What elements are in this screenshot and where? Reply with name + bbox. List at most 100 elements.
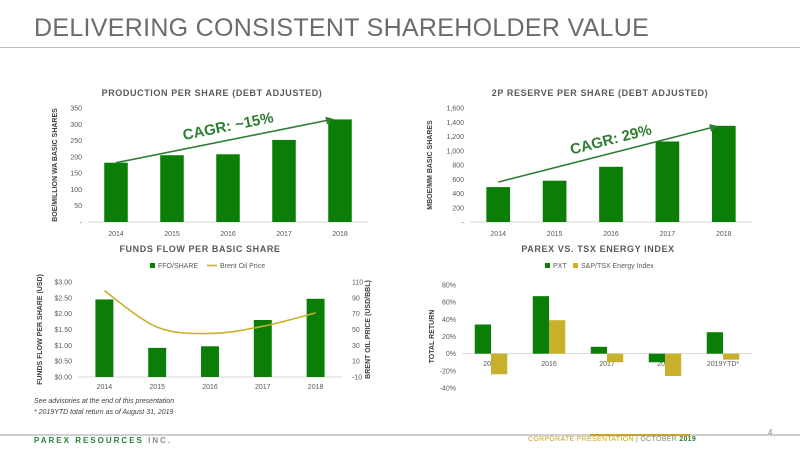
chart3-y2tick-label: 10 <box>352 359 360 366</box>
footer-divider <box>0 434 800 436</box>
chart2-xtick-label: 2014 <box>490 231 506 238</box>
chart2-ytick-label: 800 <box>452 163 464 170</box>
chart3-y2tick-label: 110 <box>352 280 363 287</box>
chart3-y2tick-label: 30 <box>352 343 360 350</box>
footnote-ytd: * 2019YTD total return as of August 31, … <box>34 409 174 416</box>
chart2-ytick-label: - <box>462 220 465 227</box>
chart1-bar <box>272 139 296 222</box>
chart2-cagr-arrow <box>498 124 718 183</box>
chart1-cagr-label: CAGR: ~15% <box>181 109 275 144</box>
chart3-ytick-label: $3.00 <box>54 280 72 287</box>
chart1-ylabel: BOE/MILLION WA BASIC SHARES <box>52 108 59 222</box>
chart2-bar <box>486 187 511 222</box>
chart1-bar <box>104 162 128 222</box>
chart2-ylabel: MBOE/MM BASIC SHARES <box>427 120 434 210</box>
chart2-xtick-label: 2017 <box>660 231 676 238</box>
presentation-year: 2019 <box>679 436 697 443</box>
chart2-ytick-label: 1,600 <box>446 106 464 113</box>
chart4-bar-pxt <box>590 346 607 354</box>
title-divider <box>0 47 800 48</box>
chart4-legend-pxt: PXT <box>553 263 567 270</box>
chart1-xtick-label: 2015 <box>164 231 180 238</box>
chart3-xtick-label: 2016 <box>202 384 218 391</box>
chart3-ytick-label: $2.00 <box>54 311 72 318</box>
brand-name: PAREX RESOURCES <box>34 436 144 445</box>
chart2-ytick-label: 1,000 <box>446 148 464 155</box>
chart4-xtick-label: 2016 <box>541 361 557 368</box>
chart1-ytick-label: 100 <box>70 187 82 194</box>
chart1-bar <box>328 119 352 222</box>
chart4-ylabel: TOTAL RETURN <box>429 310 436 364</box>
chart4-bar-pxt <box>706 332 723 354</box>
chart4-legend-tsx: S&P/TSX Energy Index <box>581 263 654 270</box>
chart2-xtick-label: 2015 <box>547 231 563 238</box>
chart1-ytick-label: 300 <box>70 122 82 129</box>
chart1-bar <box>160 155 184 222</box>
chart3-brent-line <box>103 290 316 335</box>
chart3-xtick-label: 2017 <box>255 384 271 391</box>
chart4-legend-swatch-tsx <box>573 263 578 268</box>
chart1-title: PRODUCTION PER SHARE (DEBT ADJUSTED) <box>102 88 323 98</box>
presentation-name: CORPORATE PRESENTATION <box>528 436 634 443</box>
chart4-ytick-label: 60% <box>442 300 456 307</box>
chart4-legend-swatch-pxt <box>545 263 550 268</box>
chart2-xtick-label: 2018 <box>716 231 732 238</box>
page-number: 4 <box>768 428 773 437</box>
chart3-title: FUNDS FLOW PER BASIC SHARE <box>119 244 280 254</box>
chart1-ytick-label: 350 <box>70 106 82 113</box>
footnote-advisories: See advisories at the end of this presen… <box>34 398 175 405</box>
chart1-ytick-label: 150 <box>70 171 82 178</box>
chart3-y2tick-label: 70 <box>352 311 360 318</box>
chart1-xtick-label: 2018 <box>332 231 348 238</box>
chart3-bar <box>201 346 219 377</box>
presentation-separator: | <box>636 436 639 443</box>
chart2-title: 2P RESERVE PER SHARE (DEBT ADJUSTED) <box>492 88 708 98</box>
chart3-ylabel: FUNDS FLOW PER SHARE (USD) <box>37 274 44 385</box>
chart3-bar <box>306 298 325 377</box>
chart4-ytick-label: -40% <box>440 386 456 393</box>
chart4-bar-tsx <box>549 320 566 354</box>
chart1-ytick-label: 250 <box>70 138 82 145</box>
chart3-ytick-label: $0.50 <box>54 359 72 366</box>
chart4-ytick-label: 0% <box>446 351 456 358</box>
chart2-bar <box>655 141 680 222</box>
chart4-ytick-label: 40% <box>442 317 456 324</box>
chart3-ytick-label: $1.00 <box>54 343 72 350</box>
chart3-legend-swatch-ffo <box>150 263 155 268</box>
chart1-xtick-label: 2017 <box>276 231 292 238</box>
brand-logo-text: PAREX RESOURCES INC. <box>34 436 172 445</box>
chart3-xtick-label: 2018 <box>308 384 324 391</box>
chart2-bar <box>542 180 567 222</box>
chart3-y2tick-label: -10 <box>352 375 362 382</box>
chart1-xtick-label: 2014 <box>108 231 124 238</box>
chart1-ytick-label: 200 <box>70 154 82 161</box>
chart3-bar <box>148 347 167 377</box>
chart3-legend-brent: Brent Oil Price <box>220 263 265 270</box>
chart1-xtick-label: 2016 <box>220 231 236 238</box>
chart2-ytick-label: 1,200 <box>446 134 464 141</box>
chart1-bar <box>216 154 240 222</box>
chart3-bar <box>95 299 114 377</box>
chart3-xtick-label: 2014 <box>97 384 113 391</box>
chart3-ytick-label: $1.50 <box>54 327 72 334</box>
chart2-ytick-label: 1,400 <box>446 120 464 127</box>
page-title: DELIVERING CONSISTENT SHAREHOLDER VALUE <box>34 14 650 42</box>
chart4-bar-tsx <box>665 353 682 376</box>
chart3-ytick-label: $2.50 <box>54 295 72 302</box>
chart3-legend-ffo: FFO/SHARE <box>158 263 198 270</box>
chart4-ytick-label: 80% <box>442 283 456 290</box>
chart3-y2tick-label: 90 <box>352 295 360 302</box>
chart3-ytick-label: $0.00 <box>54 375 72 382</box>
chart2-ytick-label: 600 <box>452 177 464 184</box>
footer-accent <box>590 434 690 436</box>
chart4-bar-tsx <box>723 353 740 360</box>
chart1-ytick-label: - <box>80 220 83 227</box>
chart4-title: PAREX VS. TSX ENERGY INDEX <box>521 244 674 254</box>
presentation-month: OCTOBER <box>640 436 677 443</box>
chart2-ytick-label: 200 <box>452 205 464 212</box>
chart2-bar <box>711 125 736 222</box>
chart4-bar-tsx <box>491 353 508 375</box>
chart3-xtick-label: 2015 <box>149 384 165 391</box>
chart3-y2label: BRENT OIL PRICE (USD/BBL) <box>365 280 372 379</box>
